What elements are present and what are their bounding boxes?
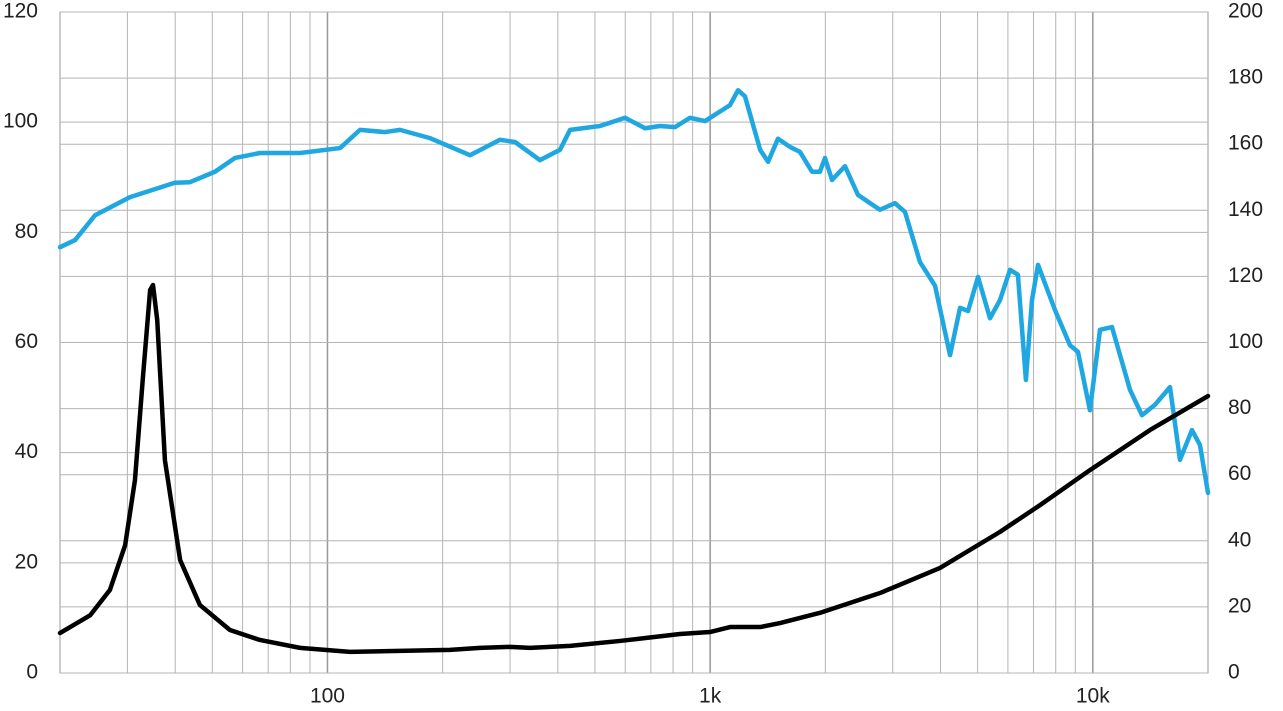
y-tick-label: 40 (15, 440, 38, 463)
y2-tick-label: 120 (1228, 264, 1263, 287)
y2-tick-label: 80 (1228, 396, 1251, 419)
y2-tick-label: 160 (1228, 132, 1263, 155)
y2-tick-label: 200 (1228, 0, 1263, 23)
y-tick-label: 20 (15, 550, 38, 573)
y-tick-label: 60 (15, 330, 38, 353)
series-line (57, 282, 1211, 655)
series-line (57, 87, 1211, 496)
labels: 100 1k 10k 0 20 40 60 80 100 120 0 20 40 60 80 100 120 14… (3, 0, 1263, 708)
y2-tick-label: 140 (1228, 198, 1263, 221)
y-tick-label: 80 (15, 220, 38, 243)
y-tick-label: 120 (3, 0, 38, 23)
y-tick-label: 100 (3, 110, 38, 133)
x-tick-label: 100 (310, 685, 345, 708)
y2-tick-label: 100 (1228, 330, 1263, 353)
y2-tick-label: 60 (1228, 462, 1251, 485)
y2-tick-label: 40 (1228, 528, 1251, 551)
y2-tick-label: 20 (1228, 594, 1251, 617)
x-tick-label: 10k (1076, 685, 1110, 708)
y-tick-label: 0 (26, 661, 38, 684)
y2-tick-label: 180 (1228, 66, 1263, 89)
y2-tick-label: 0 (1228, 661, 1240, 684)
x-tick-label: 1k (699, 685, 722, 708)
lines (57, 87, 1211, 655)
